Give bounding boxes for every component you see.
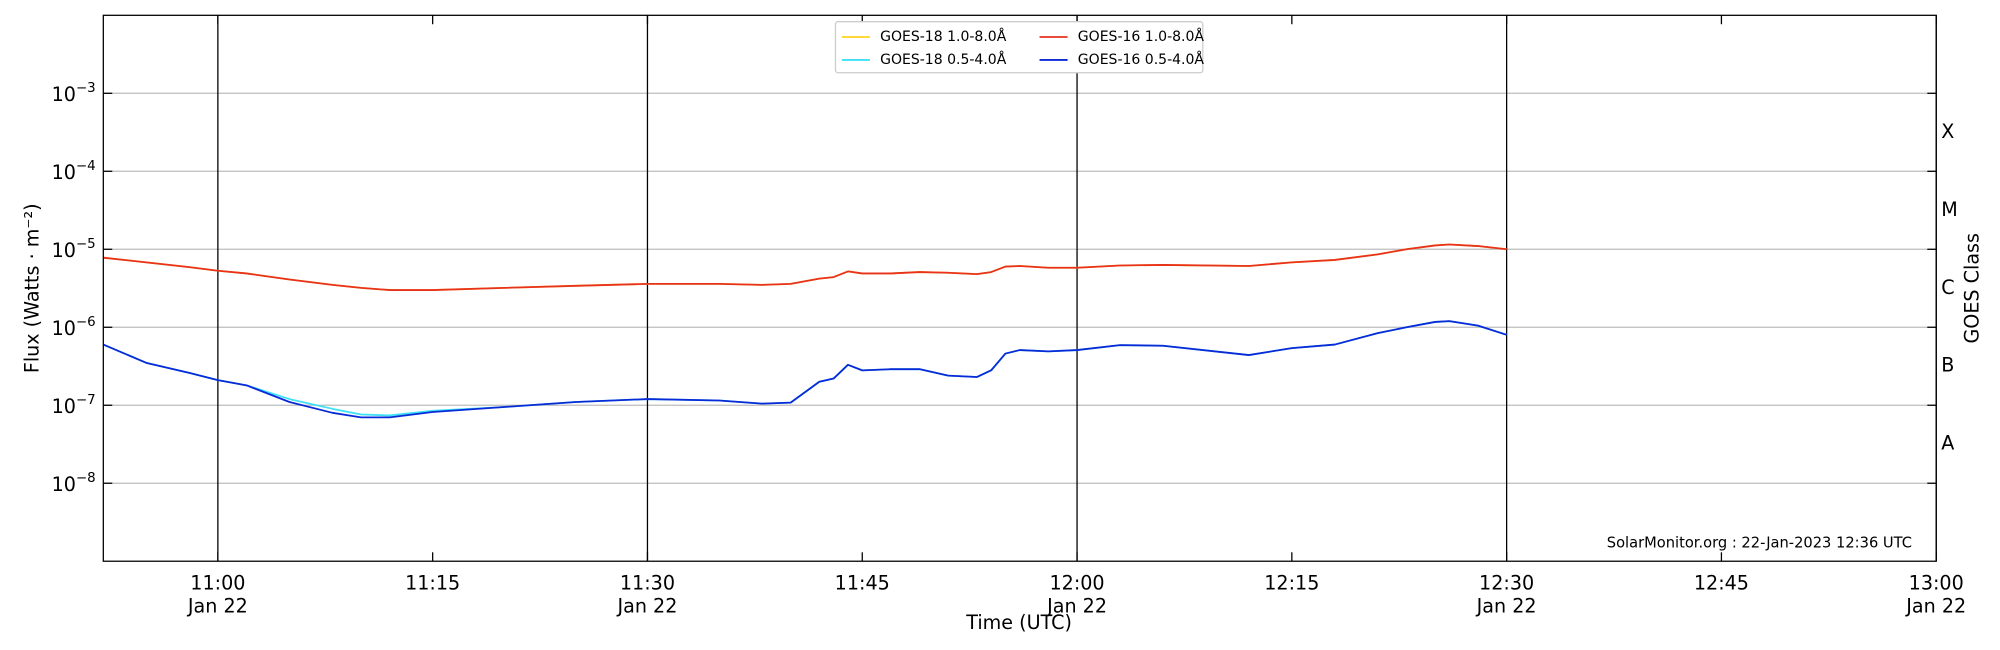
annotation: SolarMonitor.org : 22-Jan-2023 12:36 UTC [1607,534,1912,551]
legend-label: GOES-16 0.5-4.0Å [1078,51,1205,68]
x-tick-label: 11:45 [835,572,890,595]
y-tick-base: 10 [52,473,76,496]
y2-tick-label: A [1941,432,1954,455]
y-tick-label: 10−6 [52,315,96,340]
x-tick-label: 12:15 [1264,572,1319,595]
y2-axis-label: GOES Class [1961,233,1984,344]
x-tick-date: Jan 22 [1905,595,1966,618]
y-tick-exponent: −5 [76,237,96,252]
y-tick-exponent: −7 [76,393,96,408]
series-line [102,320,1507,419]
y-tick-base: 10 [52,83,76,106]
series-line [102,320,1507,417]
y2-tick-label: X [1941,120,1954,143]
x-tick-date: Jan 22 [1476,595,1537,618]
x-tick-label: 11:00 [190,572,245,595]
y2-tick-label: C [1941,276,1954,299]
x-tick-date: Jan 22 [617,595,678,618]
x-tick-date: Jan 22 [187,595,248,618]
y-tick-label: 10−5 [52,237,96,262]
y-tick-base: 10 [52,395,76,418]
x-axis-label: Time (UTC) [965,611,1072,634]
x-tick-label: 12:00 [1049,572,1104,595]
y-tick-label: 10−7 [52,393,96,418]
y2-tick-label: M [1941,198,1958,221]
legend-label: GOES-16 1.0-8.0Å [1078,28,1205,45]
y-tick-base: 10 [52,161,76,184]
y-tick-label: 10−8 [52,471,96,496]
y-tick-exponent: −8 [76,471,96,486]
x-tick-label: 13:00 [1909,572,1964,595]
plot-frame [102,14,1937,562]
x-tick-label: 11:15 [405,572,460,595]
y-tick-exponent: −3 [76,81,96,96]
series-line [103,243,1507,291]
legend-box [834,21,1204,74]
legend-label: GOES-18 0.5-4.0Å [880,51,1007,68]
x-tick-label: 12:45 [1694,572,1749,595]
y-tick-label: 10−4 [52,159,96,184]
x-tick-label: 11:30 [620,572,675,595]
x-tick-date: Jan 22 [1046,595,1107,618]
y-tick-base: 10 [52,317,76,340]
y-tick-label: 10−3 [52,81,96,106]
x-tick-label: 12:30 [1479,572,1534,595]
legend: GOES-18 1.0-8.0Å GOES-18 0.5-4.0Å GOES-16 … [834,21,1205,74]
y2-tick-label: B [1941,354,1954,377]
y-axis-label: Flux (Watts · m⁻²) [21,203,44,373]
legend-label: GOES-18 1.0-8.0Å [880,28,1007,45]
y-tick-exponent: −6 [76,315,96,330]
y-tick-exponent: −4 [76,159,96,174]
y-tick-base: 10 [52,239,76,262]
